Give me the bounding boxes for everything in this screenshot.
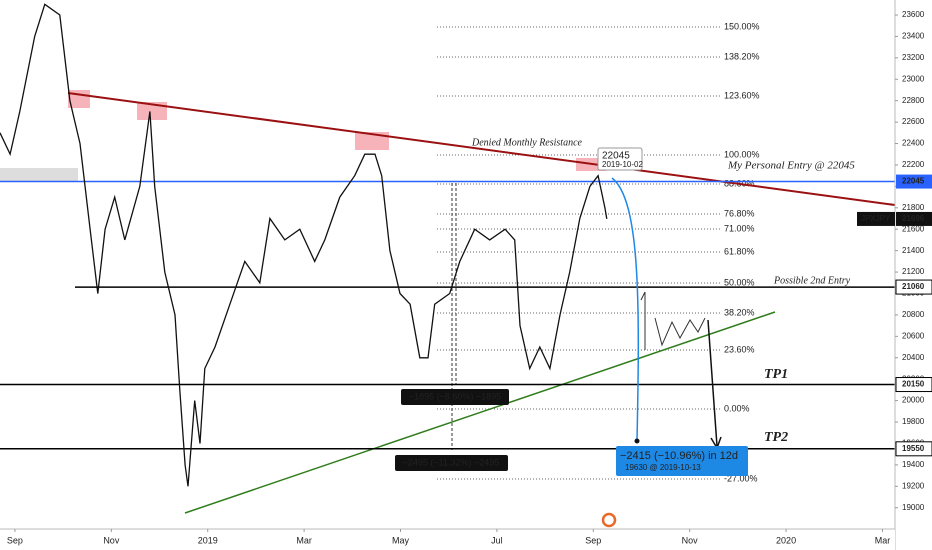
- x-tick-label: Mar: [875, 535, 891, 545]
- projection-arrow: [611, 177, 640, 441]
- level-label-box: [895, 377, 932, 393]
- target-arrow: [707, 319, 718, 447]
- y-tick-label: 21400: [902, 246, 925, 255]
- projection-box: [616, 446, 748, 476]
- x-tick-label: May: [392, 535, 410, 545]
- y-tick-label: 19000: [902, 503, 925, 512]
- level-label-box: [896, 174, 932, 189]
- highlight-box: [137, 102, 167, 120]
- fib-label: -27.00%: [724, 473, 758, 483]
- gray-zone: [0, 168, 78, 182]
- support-line: [184, 311, 776, 514]
- level-label-box: [895, 279, 932, 295]
- annotation: My Personal Entry @ 22045: [727, 160, 855, 172]
- x-tick-label: Nov: [682, 535, 699, 545]
- fib-label: 23.60%: [724, 344, 755, 354]
- projection-text: 19630 @ 2019-10-13: [625, 463, 701, 472]
- measure-box: [395, 455, 508, 471]
- y-tick-label: 23400: [902, 32, 925, 41]
- y-tick-label: 21600: [902, 224, 925, 233]
- x-tick-label: Nov: [103, 535, 120, 545]
- y-tick-label: 20000: [902, 396, 925, 405]
- fib-label: 150.00%: [724, 21, 760, 31]
- projection-dot: [634, 438, 640, 444]
- logo: [601, 512, 617, 528]
- x-tick-label: 2020: [776, 535, 796, 545]
- x-tick-label: 2019: [198, 535, 218, 545]
- annotation: Denied Monthly Resistance: [471, 137, 583, 148]
- measure-text: −1895 (−8.60%) −1895: [409, 391, 501, 401]
- x-tick-label: Jul: [491, 535, 503, 545]
- fib-label: 71.00%: [724, 223, 755, 233]
- level-label: 22045: [902, 177, 925, 186]
- last-price-label: 21696: [902, 214, 925, 223]
- y-tick-label: 20400: [902, 353, 925, 362]
- y-tick-label: 19800: [902, 417, 925, 426]
- annotation: TP2: [764, 430, 788, 445]
- x-tick-label: Mar: [296, 535, 312, 545]
- y-tick-label: 21200: [902, 267, 925, 276]
- fib-label: 50.00%: [724, 277, 755, 287]
- y-tick-label: 20600: [902, 331, 925, 340]
- level-label: 19550: [902, 444, 925, 453]
- fib-label: 100.00%: [724, 149, 760, 159]
- annotation: TP1: [764, 367, 788, 382]
- fib-label: 138.20%: [724, 51, 760, 61]
- y-tick-label: 23600: [902, 10, 925, 19]
- y-tick-label: 23200: [902, 53, 925, 62]
- y-tick-label: 22800: [902, 96, 925, 105]
- symbol-label: JPXJPY: [861, 214, 891, 223]
- y-tick-label: 20800: [902, 310, 925, 319]
- price-axis-bg: [895, 0, 932, 550]
- last-price-box: [896, 211, 932, 226]
- level-label: 20150: [902, 380, 925, 389]
- arrow: [640, 291, 646, 350]
- tooltip-date: 2019-10-02: [602, 160, 643, 169]
- y-tick-label: 21800: [902, 203, 925, 212]
- measure-box: [401, 389, 509, 405]
- resistance-line: [67, 92, 896, 206]
- y-tick-label: 22600: [902, 117, 925, 126]
- highlight-box: [355, 132, 389, 150]
- zigzag: [654, 317, 706, 347]
- x-tick-label: Sep: [7, 535, 23, 545]
- y-tick-label: 22200: [902, 160, 925, 169]
- y-tick-label: 23000: [902, 74, 925, 83]
- symbol-box: [857, 211, 895, 226]
- fib-label: 38.20%: [724, 307, 755, 317]
- tooltip-price: 22045: [602, 151, 630, 162]
- level-label: 21060: [902, 282, 925, 291]
- y-tick-label: 19200: [902, 481, 925, 490]
- annotation: Possible 2nd Entry: [773, 275, 851, 286]
- time-axis-bg: [0, 529, 895, 550]
- fib-label: 0.00%: [724, 403, 750, 413]
- level-label-box: [895, 441, 932, 457]
- drawings: [0, 90, 706, 450]
- measure-text: −2495 (−11.32%) −2495: [403, 457, 500, 467]
- y-tick-label: 22400: [902, 139, 925, 148]
- fib-label: 76.80%: [724, 208, 755, 218]
- y-tick-label: 19400: [902, 460, 925, 469]
- tooltip-box: [597, 147, 643, 171]
- projection-text: −2415 (−10.96%) in 12d: [620, 450, 738, 462]
- fib-label: 123.60%: [724, 90, 760, 100]
- x-tick-label: Sep: [585, 535, 601, 545]
- fib-label: 61.80%: [724, 246, 755, 256]
- price-line: [0, 3, 608, 487]
